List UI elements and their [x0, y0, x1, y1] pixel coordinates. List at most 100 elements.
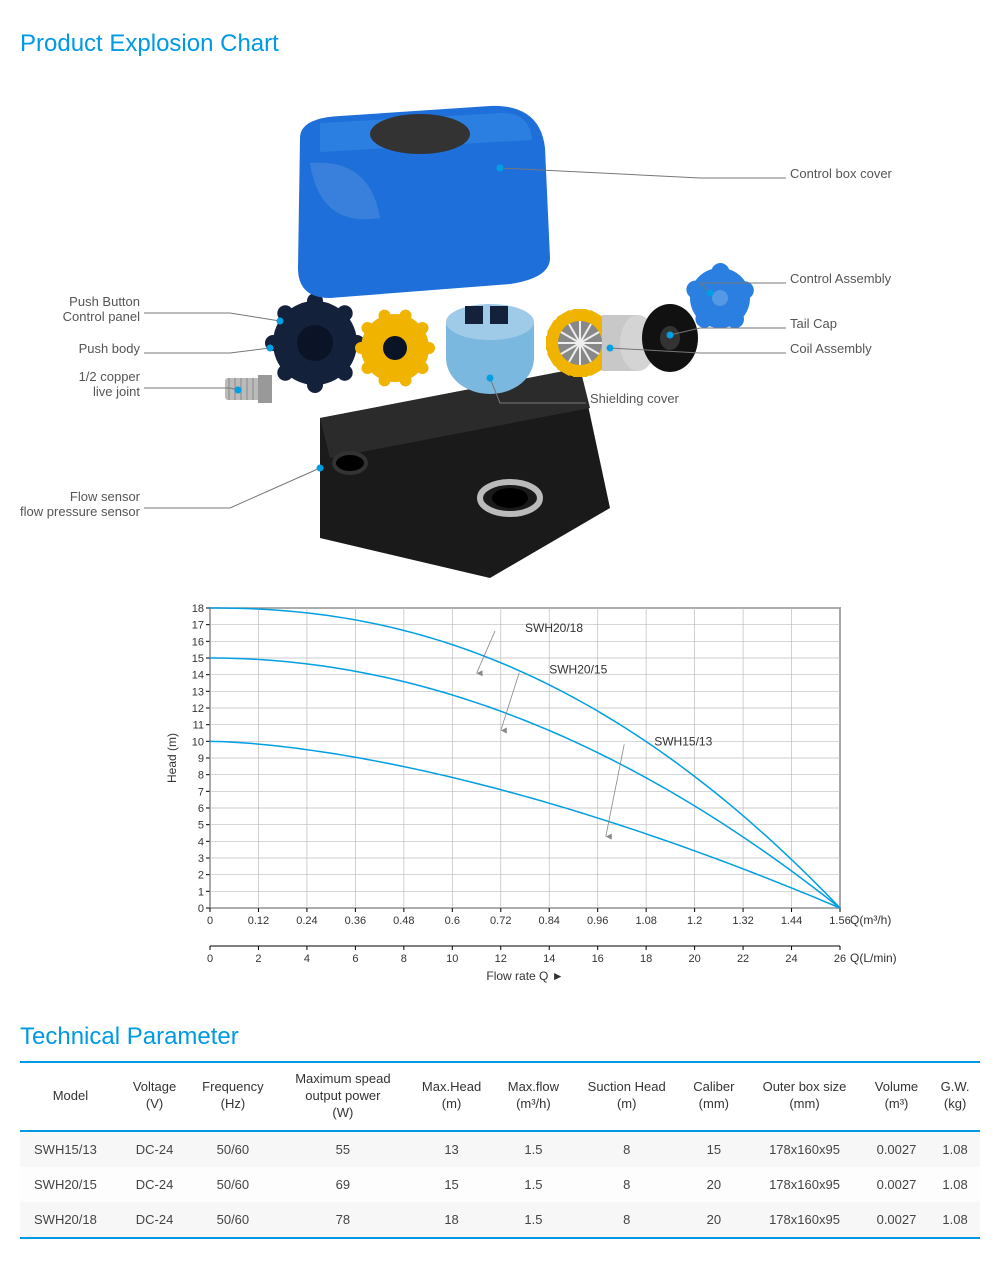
- cell-power: 55: [278, 1131, 409, 1167]
- svg-text:10: 10: [446, 953, 458, 965]
- callout-flow_sensor: Flow sensor: [70, 489, 141, 504]
- col-maxflow: Max.flow(m³/h): [495, 1062, 572, 1131]
- curve-label-SWH20/15: SWH20/15: [549, 663, 607, 677]
- svg-text:7: 7: [198, 786, 204, 798]
- svg-text:1.44: 1.44: [781, 915, 802, 927]
- cell-maxflow: 1.5: [495, 1167, 572, 1202]
- cell-boxsize: 178x160x95: [746, 1131, 863, 1167]
- cell-gw: 1.08: [930, 1167, 980, 1202]
- callout-tail: Tail Cap: [790, 316, 837, 331]
- performance-chart: 012345678910111213141516171800.120.240.3…: [160, 598, 900, 1003]
- cell-suction: 8: [572, 1167, 682, 1202]
- svg-text:1.32: 1.32: [732, 915, 753, 927]
- cell-boxsize: 178x160x95: [746, 1167, 863, 1202]
- technical-title: Technical Parameter: [20, 1023, 980, 1051]
- svg-text:18: 18: [640, 953, 652, 965]
- svg-text:0.84: 0.84: [539, 915, 560, 927]
- parameter-table: ModelVoltage(V)Frequency(Hz)Maximum spea…: [20, 1061, 980, 1239]
- svg-text:16: 16: [192, 636, 204, 648]
- col-boxsize: Outer box size(mm): [746, 1062, 863, 1131]
- svg-text:0.96: 0.96: [587, 915, 608, 927]
- callout-cover: Control box cover: [790, 166, 893, 181]
- svg-text:10: 10: [192, 736, 204, 748]
- curve-label-SWH20/18: SWH20/18: [525, 621, 583, 635]
- cell-power: 69: [278, 1167, 409, 1202]
- chart-ylabel: Head (m): [165, 733, 179, 783]
- explosion-svg: Push ButtonControl panelPush body1/2 cop…: [20, 68, 980, 588]
- svg-text:1.08: 1.08: [635, 915, 656, 927]
- cell-voltage: DC-24: [121, 1167, 188, 1202]
- table-row: SWH20/15DC-2450/6069151.5820178x160x950.…: [20, 1167, 980, 1202]
- callout-push_button: Push Button: [69, 294, 140, 309]
- chart-svg: 012345678910111213141516171800.120.240.3…: [160, 598, 900, 998]
- svg-text:18: 18: [192, 603, 204, 615]
- callout-push_button: Control panel: [63, 309, 140, 324]
- svg-text:9: 9: [198, 753, 204, 765]
- callout-push_body: Push body: [79, 341, 141, 356]
- cell-caliber: 20: [681, 1167, 746, 1202]
- chart-x1-label: Q(m³/h): [850, 913, 891, 927]
- col-maxhead: Max.Head(m): [408, 1062, 495, 1131]
- col-power: Maximum speadoutput power(W): [278, 1062, 409, 1131]
- svg-text:15: 15: [192, 653, 204, 665]
- svg-text:6: 6: [352, 953, 358, 965]
- cell-maxflow: 1.5: [495, 1131, 572, 1167]
- table-row: SWH15/13DC-2450/6055131.5815178x160x950.…: [20, 1131, 980, 1167]
- col-model: Model: [20, 1062, 121, 1131]
- cell-gw: 1.08: [930, 1131, 980, 1167]
- svg-text:6: 6: [198, 803, 204, 815]
- callout-shield: Shielding cover: [590, 391, 680, 406]
- svg-text:0.24: 0.24: [296, 915, 317, 927]
- callout-ctrl_asm: Control Assembly: [790, 271, 892, 286]
- svg-text:12: 12: [192, 703, 204, 715]
- svg-text:11: 11: [193, 720, 204, 732]
- col-voltage: Voltage(V): [121, 1062, 188, 1131]
- col-caliber: Caliber(mm): [681, 1062, 746, 1131]
- cell-voltage: DC-24: [121, 1131, 188, 1167]
- cell-power: 78: [278, 1202, 409, 1238]
- col-volume: Volume(m³): [863, 1062, 930, 1131]
- callout-copper: live joint: [93, 384, 140, 399]
- svg-text:14: 14: [192, 670, 204, 682]
- svg-text:4: 4: [304, 953, 310, 965]
- col-freq: Frequency(Hz): [188, 1062, 277, 1131]
- cell-maxhead: 13: [408, 1131, 495, 1167]
- svg-text:2: 2: [255, 953, 261, 965]
- svg-text:24: 24: [785, 953, 797, 965]
- cell-maxhead: 15: [408, 1167, 495, 1202]
- cell-maxflow: 1.5: [495, 1202, 572, 1238]
- svg-text:0.36: 0.36: [345, 915, 366, 927]
- cell-freq: 50/60: [188, 1167, 277, 1202]
- svg-text:1.56: 1.56: [829, 915, 850, 927]
- cell-model: SWH20/18: [20, 1202, 121, 1238]
- svg-text:0.72: 0.72: [490, 915, 511, 927]
- svg-text:0: 0: [207, 953, 213, 965]
- svg-text:0.48: 0.48: [393, 915, 414, 927]
- explosion-diagram: Push ButtonControl panelPush body1/2 cop…: [20, 68, 980, 588]
- chart-flow-label: Flow rate Q ►: [486, 969, 563, 983]
- svg-text:20: 20: [688, 953, 700, 965]
- svg-text:0: 0: [207, 915, 213, 927]
- svg-text:12: 12: [495, 953, 507, 965]
- callout-flow_sensor: or flow pressure sensor: [20, 504, 141, 519]
- cell-voltage: DC-24: [121, 1202, 188, 1238]
- cell-volume: 0.0027: [863, 1202, 930, 1238]
- col-suction: Suction Head(m): [572, 1062, 682, 1131]
- cell-volume: 0.0027: [863, 1167, 930, 1202]
- svg-text:3: 3: [198, 853, 204, 865]
- cell-model: SWH20/15: [20, 1167, 121, 1202]
- svg-text:0: 0: [198, 903, 204, 915]
- cell-boxsize: 178x160x95: [746, 1202, 863, 1238]
- svg-text:0.6: 0.6: [445, 915, 460, 927]
- svg-text:4: 4: [198, 836, 204, 848]
- cell-suction: 8: [572, 1131, 682, 1167]
- svg-text:5: 5: [198, 820, 204, 832]
- svg-text:0.12: 0.12: [248, 915, 269, 927]
- svg-text:22: 22: [737, 953, 749, 965]
- svg-text:2: 2: [198, 870, 204, 882]
- cell-volume: 0.0027: [863, 1131, 930, 1167]
- cell-freq: 50/60: [188, 1131, 277, 1167]
- svg-text:8: 8: [198, 770, 204, 782]
- svg-text:13: 13: [192, 686, 204, 698]
- svg-text:8: 8: [401, 953, 407, 965]
